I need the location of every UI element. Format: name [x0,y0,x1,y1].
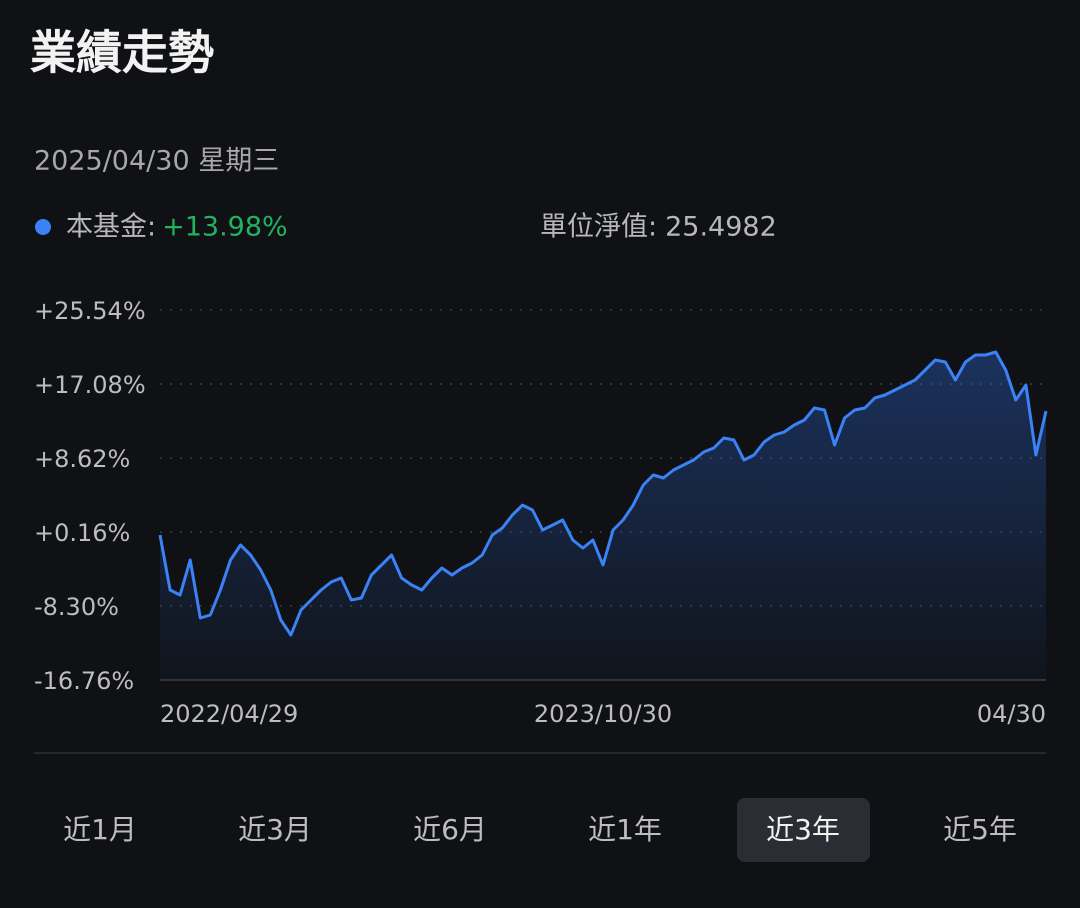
area [160,352,1046,680]
tab-label: 近6月 [413,813,487,846]
nav-value: 25.4982 [665,212,777,243]
tab[interactable]: 近3年 [737,798,870,862]
tab-label: 近1月 [63,813,137,846]
legend-dot [35,219,51,235]
tab[interactable]: 近1年 [588,813,662,846]
y-tick-label: -8.30% [34,593,119,621]
tab-label: 近5年 [943,813,1017,846]
date: 2025/04/30 星期三 [34,146,279,177]
y-tick-label: +17.08% [34,371,146,399]
tab[interactable]: 近5年 [943,813,1017,846]
x-tick-label: 2022/04/29 [160,700,298,728]
tab-label: 近1年 [588,813,662,846]
y-tick-label: +0.16% [34,519,130,547]
x-tick-label: 2023/10/30 [534,700,672,728]
y-tick-label: -16.76% [34,667,134,695]
page-title: 業績走勢 [30,26,214,80]
tab-label: 近3月 [238,813,312,846]
tab-selected-bg [737,798,870,862]
nav-label: 單位淨值: [540,212,657,243]
line [158,350,1048,637]
return-value: +13.98% [162,212,288,243]
legend-label: 本基金: [66,212,156,243]
tab-label: 近3年 [766,813,840,846]
x-tick-label: 04/30 [977,700,1046,728]
tab[interactable]: 近3月 [238,813,312,846]
y-tick-label: +25.54% [34,297,146,325]
tab[interactable]: 近1月 [63,813,137,846]
y-tick-label: +8.62% [34,445,130,473]
tab[interactable]: 近6月 [413,813,487,846]
